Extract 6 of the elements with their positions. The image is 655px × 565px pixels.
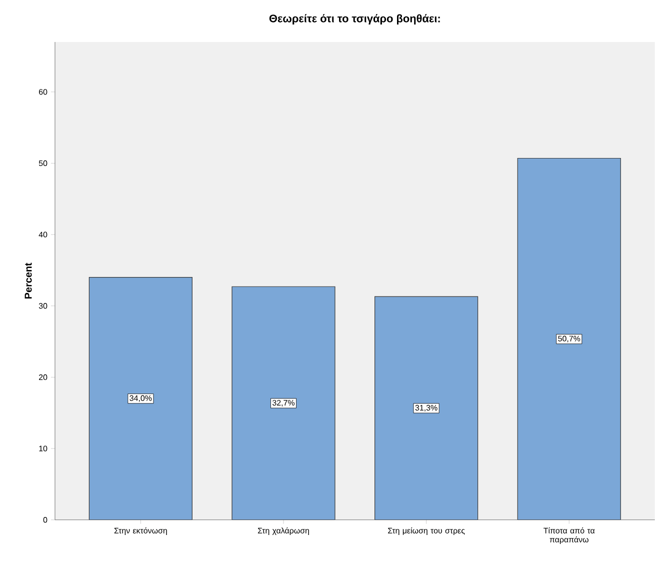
y-axis-title: Percent <box>24 262 32 299</box>
bar <box>232 286 336 520</box>
bar <box>88 277 192 520</box>
bar <box>374 296 478 520</box>
bar <box>517 158 621 520</box>
chart-title: Θεωρείτε ότι το τσιγάρο βοηθάει: <box>269 14 440 25</box>
